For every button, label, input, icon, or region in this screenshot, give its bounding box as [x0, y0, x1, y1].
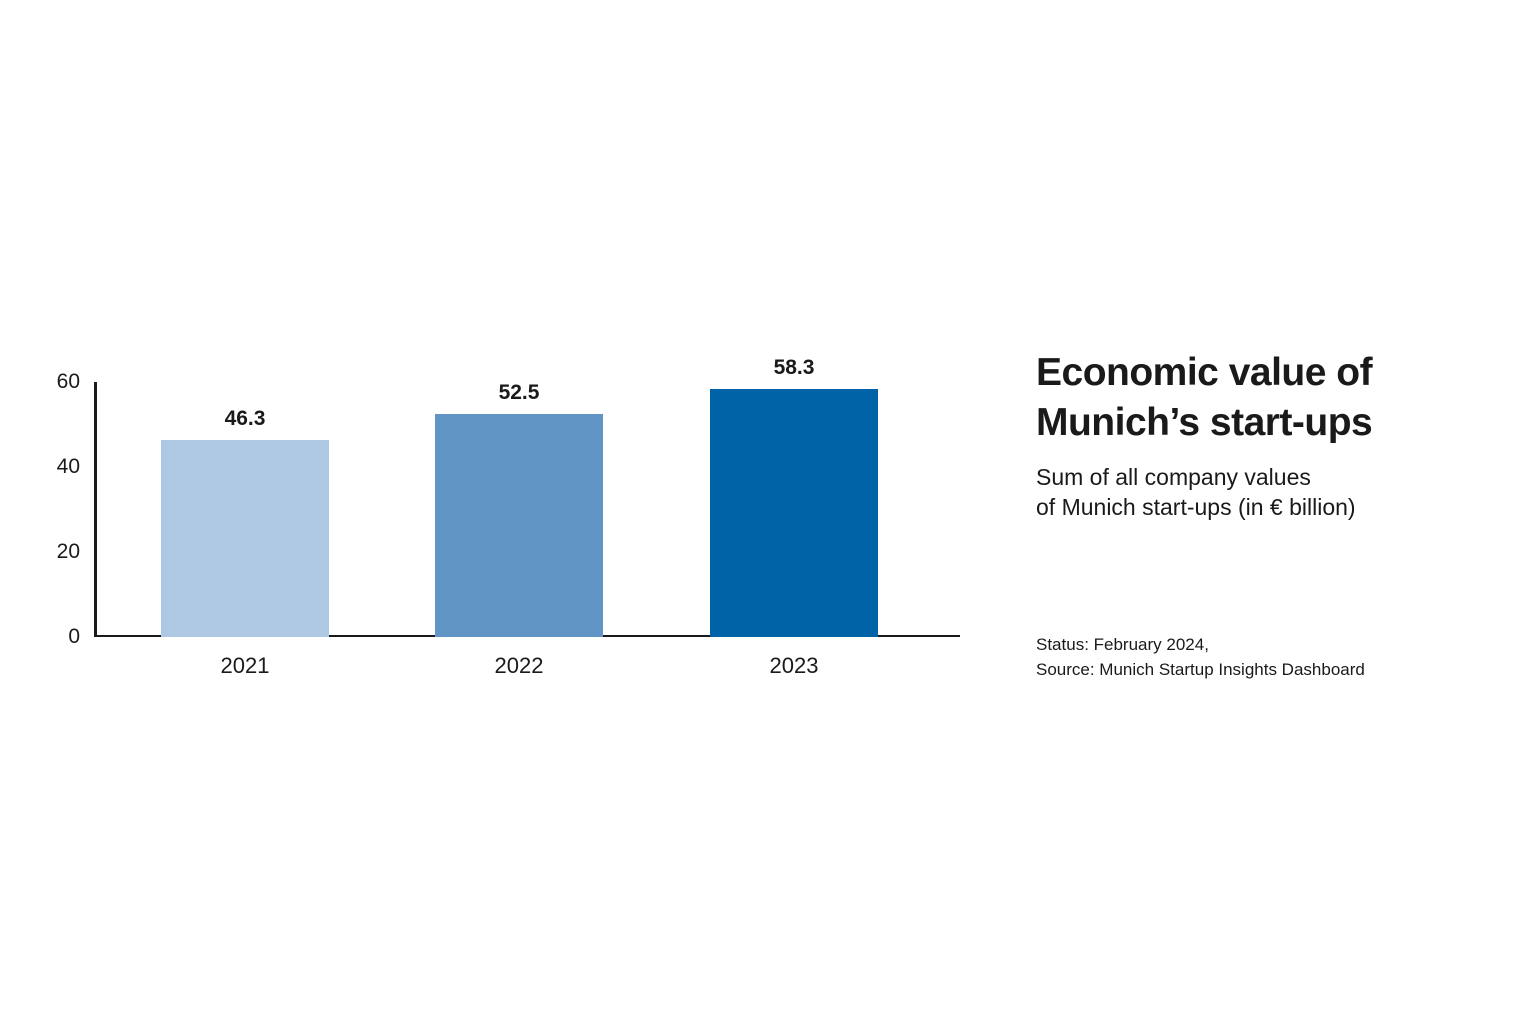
chart-subtitle: Sum of all company values of Munich start… — [1036, 462, 1466, 522]
status-line: Status: February 2024, — [1036, 635, 1209, 654]
bar-2021 — [161, 440, 329, 637]
y-axis-tick-label-20: 20 — [56, 540, 80, 563]
chart-footnote: Status: February 2024, Source: Munich Sta… — [1036, 632, 1365, 682]
bar-group-2021: 46.3 2021 — [161, 382, 329, 678]
chart-title: Economic value of Munich’s start-ups — [1036, 348, 1466, 448]
y-axis-tick-label-0: 0 — [68, 625, 80, 648]
y-axis-tick-label-40: 40 — [56, 455, 80, 478]
bar-group-2023: 58.3 2023 — [710, 356, 878, 678]
x-axis-label-2021: 2021 — [220, 653, 270, 678]
source-line: Source: Munich Startup Insights Dashboar… — [1036, 660, 1365, 679]
bar-2023 — [710, 389, 878, 637]
bar-value-label-2023: 58.3 — [773, 356, 815, 379]
x-axis-label-2023: 2023 — [769, 653, 819, 678]
chart-subtitle-line-1: Sum of all company values — [1036, 464, 1311, 490]
plot-area: 46.3 2021 52.5 2022 58.3 2023 0 20 40 60 — [57, 356, 960, 678]
chart-subtitle-line-2: of Munich start-ups (in € billion) — [1036, 494, 1356, 520]
x-axis-label-2022: 2022 — [494, 653, 544, 678]
chart-title-line-2: Munich’s start-ups — [1036, 401, 1373, 444]
y-axis-tick-label-60: 60 — [56, 370, 80, 393]
bar-value-label-2021: 46.3 — [224, 407, 266, 430]
chart-text-column: Economic value of Munich’s start-ups Sum … — [1036, 348, 1466, 708]
chart-title-line-1: Economic value of — [1036, 351, 1373, 394]
bar-value-label-2022: 52.5 — [498, 381, 540, 404]
bar-group-2022: 52.5 2022 — [435, 381, 603, 678]
bar-2022 — [435, 414, 603, 637]
